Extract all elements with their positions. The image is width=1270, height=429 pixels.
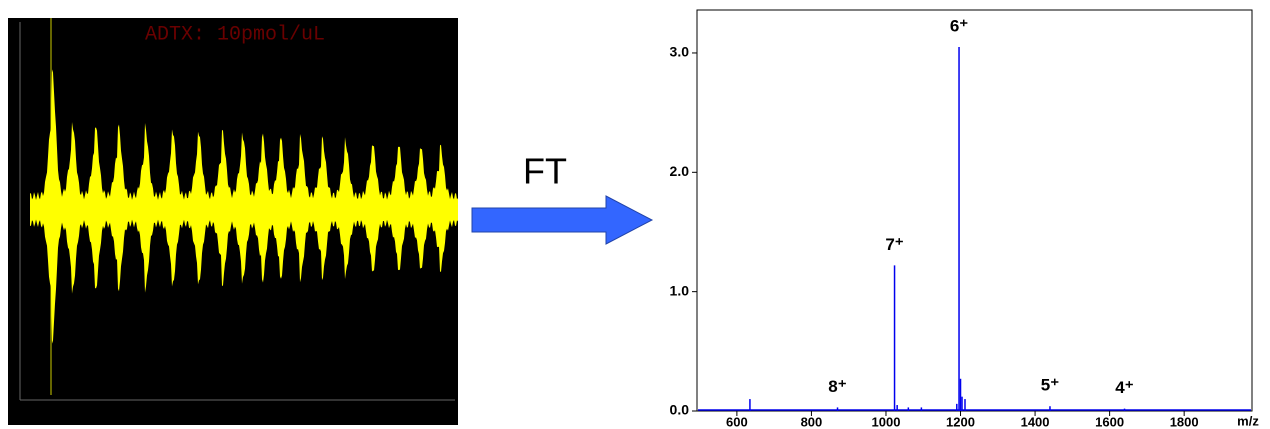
charge-label: 6⁺ (950, 16, 968, 35)
x-tick-label: 1600 (1095, 414, 1124, 429)
y-tick-label: 1.0 (670, 282, 690, 298)
charge-label: 5⁺ (1041, 376, 1059, 395)
x-axis-label: m/z (1237, 413, 1259, 428)
x-tick-label: 1400 (1021, 414, 1050, 429)
y-tick-label: 2.0 (670, 163, 690, 179)
x-tick-label: 600 (726, 414, 748, 429)
charge-label: 4⁺ (1115, 378, 1133, 397)
y-tick-label: 3.0 (670, 44, 690, 60)
x-tick-label: 1800 (1170, 414, 1199, 429)
x-tick-label: 1200 (946, 414, 975, 429)
transient-title: ADTX: 10pmol/uL (145, 23, 325, 46)
arrow-label: FT (523, 151, 567, 192)
x-tick-label: 800 (801, 414, 823, 429)
y-tick-label: 0.0 (670, 402, 690, 418)
plot-frame (697, 10, 1252, 411)
figure: ADTX: 10pmol/uL FT m/z 0.0 1.0 2.0 3.0 600 80… (0, 0, 1270, 429)
charge-label: 7⁺ (885, 235, 903, 254)
ft-arrow (472, 196, 652, 244)
x-tick-label: 1000 (872, 414, 901, 429)
charge-label: 8⁺ (828, 377, 846, 396)
